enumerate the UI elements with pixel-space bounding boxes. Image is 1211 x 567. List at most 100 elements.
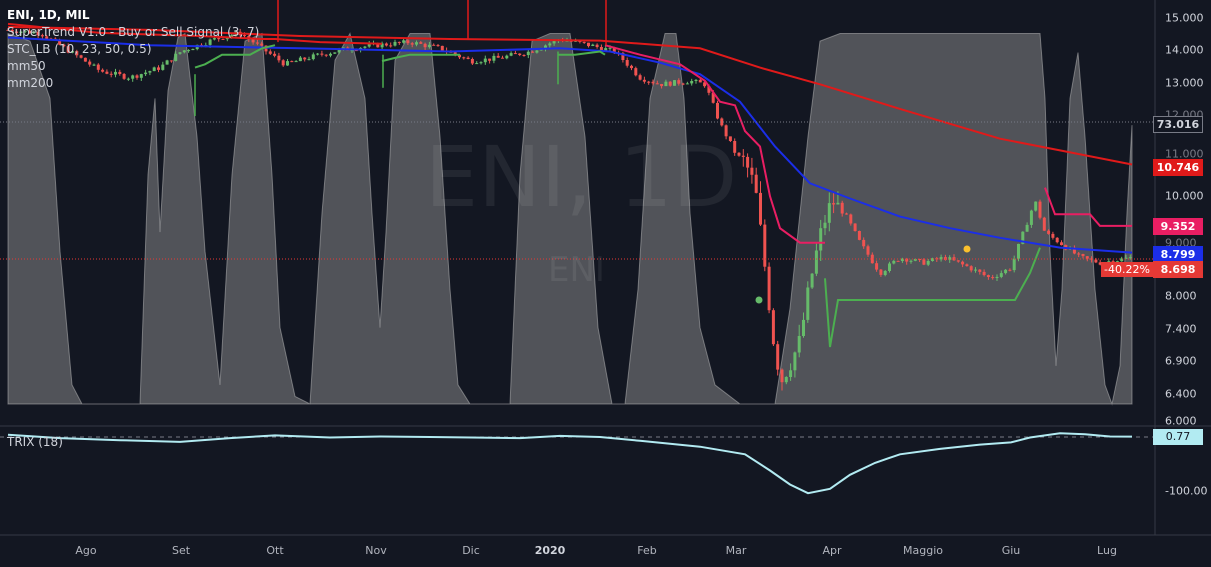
supertrend-value-tag: 9.352 — [1153, 218, 1203, 235]
candle-body — [376, 43, 380, 48]
candle-body — [578, 40, 582, 42]
candle-body — [974, 269, 977, 271]
time-label: 2020 — [534, 544, 566, 557]
candle-body — [724, 125, 728, 137]
candle-body — [767, 266, 771, 311]
legend-supertrend[interactable]: SuperTrend V1.0 - Buy or Sell Signal (3,… — [7, 25, 260, 39]
candle-body — [15, 31, 19, 33]
candle-body — [720, 118, 724, 126]
mm200-line — [7, 25, 1133, 166]
price-pane[interactable] — [0, 0, 1155, 425]
candle-body — [432, 44, 436, 46]
candle-body — [458, 54, 461, 58]
candle-body — [66, 46, 70, 53]
mm50-value-tag: 8.799 — [1153, 246, 1203, 263]
candle-body — [870, 254, 874, 264]
candle-body — [28, 30, 31, 34]
candle-body — [303, 57, 307, 60]
candle-body — [191, 49, 195, 51]
candle-body — [221, 38, 225, 40]
candle-body — [995, 276, 999, 278]
candle-body — [96, 64, 100, 70]
legend-mm200[interactable]: mm200 — [7, 76, 54, 90]
candle-body — [148, 71, 152, 73]
candle-body — [522, 55, 526, 56]
legend-stc[interactable]: STC_LB (10, 23, 50, 0.5) — [7, 42, 152, 56]
candle-body — [1098, 262, 1102, 265]
candle-body — [83, 57, 87, 62]
candle-body — [251, 39, 255, 43]
candle-body — [161, 64, 165, 70]
candle-body — [333, 52, 337, 54]
price-tick: 8.000 — [1165, 289, 1197, 303]
candle-body — [591, 44, 595, 46]
candle-body — [789, 370, 793, 377]
candle-body — [913, 259, 917, 261]
time-label: Giu — [1001, 544, 1021, 557]
candle-body — [406, 40, 410, 44]
candle-body — [281, 60, 285, 66]
candle-body — [625, 60, 629, 66]
price-tick: 11.000 — [1165, 147, 1204, 161]
candle-body — [363, 46, 367, 48]
legend-trix[interactable]: TRIX (18) — [7, 435, 63, 449]
candle-body — [75, 51, 79, 56]
candle-body — [638, 75, 642, 80]
candle-body — [982, 271, 986, 276]
signal-marker-yellow — [963, 245, 971, 253]
candle-body — [144, 72, 148, 75]
candle-body — [311, 54, 315, 60]
candle-body — [840, 202, 844, 214]
candle-body — [40, 35, 44, 37]
candle-body — [909, 260, 913, 262]
candle-body — [797, 336, 801, 353]
candle-body — [122, 74, 126, 79]
candle-body — [1107, 261, 1111, 263]
candle-body — [776, 344, 780, 370]
price-tick: 10.000 — [1165, 189, 1204, 203]
candle-body — [316, 53, 320, 55]
legend-mm50[interactable]: mm50 — [7, 59, 46, 73]
candle-body — [23, 30, 27, 32]
candle-body — [324, 54, 328, 56]
candle-body — [1042, 217, 1046, 231]
candle-body — [419, 42, 423, 44]
candle-body — [453, 52, 457, 55]
candle-body — [814, 250, 818, 274]
candle-body — [505, 55, 509, 59]
candle-body — [260, 43, 264, 46]
candle-body — [862, 239, 866, 247]
candle-body — [492, 55, 496, 61]
candle-body — [475, 63, 479, 65]
candle-body — [918, 259, 922, 260]
candle-body — [1029, 210, 1033, 225]
candle-body — [737, 152, 741, 156]
candle-body — [397, 41, 401, 43]
candle-body — [1012, 258, 1016, 271]
candle-body — [88, 61, 92, 65]
candle-body — [677, 80, 681, 84]
candle-body — [948, 257, 952, 260]
stc-area — [7, 32, 1133, 406]
stc-value-tag: 73.016 — [1153, 116, 1203, 133]
candle-body — [526, 51, 530, 56]
candle-body — [277, 55, 281, 61]
candle-body — [681, 83, 685, 85]
trix-pane[interactable] — [0, 427, 1155, 535]
candle-body — [1008, 269, 1012, 271]
candle-body — [79, 55, 83, 58]
candle-body — [118, 71, 122, 74]
symbol-title[interactable]: ENI, 1D, MIL — [7, 8, 90, 22]
candle-body — [552, 40, 556, 44]
candle-body — [294, 61, 298, 63]
candle-body — [126, 78, 130, 80]
candle-body — [763, 224, 767, 267]
candle-body — [329, 53, 332, 56]
time-label: Dic — [462, 544, 480, 557]
candle-body — [230, 35, 234, 38]
candle-body — [105, 71, 109, 74]
candle-body — [217, 38, 221, 40]
time-label: Nov — [365, 544, 387, 557]
